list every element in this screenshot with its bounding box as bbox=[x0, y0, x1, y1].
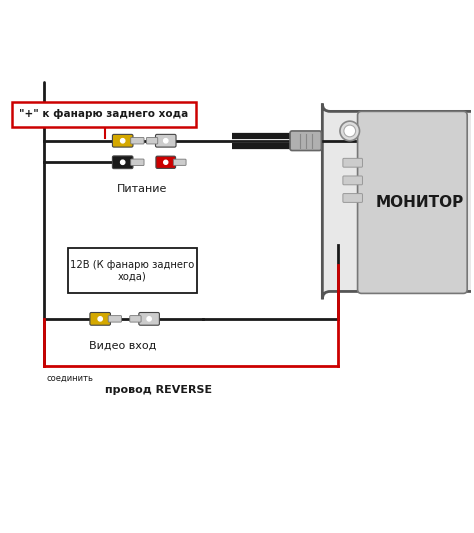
FancyBboxPatch shape bbox=[131, 138, 144, 144]
Circle shape bbox=[164, 139, 168, 143]
Circle shape bbox=[98, 317, 102, 321]
FancyBboxPatch shape bbox=[139, 312, 159, 325]
FancyBboxPatch shape bbox=[131, 159, 144, 166]
FancyBboxPatch shape bbox=[290, 131, 321, 150]
FancyBboxPatch shape bbox=[173, 159, 186, 165]
FancyBboxPatch shape bbox=[90, 312, 110, 325]
Circle shape bbox=[147, 317, 151, 321]
Circle shape bbox=[344, 125, 356, 137]
FancyBboxPatch shape bbox=[68, 248, 197, 293]
FancyBboxPatch shape bbox=[343, 158, 363, 167]
FancyBboxPatch shape bbox=[343, 193, 363, 203]
Text: соединить: соединить bbox=[46, 374, 93, 383]
Text: "+" к фанарю заднего хода: "+" к фанарю заднего хода bbox=[19, 109, 189, 119]
Circle shape bbox=[340, 121, 360, 141]
Text: 12В (К фанарю заднего
хода): 12В (К фанарю заднего хода) bbox=[70, 260, 195, 282]
Circle shape bbox=[120, 139, 125, 143]
Circle shape bbox=[120, 160, 125, 164]
FancyBboxPatch shape bbox=[146, 138, 158, 144]
FancyBboxPatch shape bbox=[322, 103, 474, 300]
Text: провод REVERSE: провод REVERSE bbox=[105, 385, 212, 395]
FancyBboxPatch shape bbox=[112, 134, 133, 147]
Text: МОНИТОР: МОНИТОР bbox=[376, 195, 465, 210]
FancyBboxPatch shape bbox=[156, 156, 175, 168]
FancyBboxPatch shape bbox=[112, 156, 133, 168]
Text: Видео вход: Видео вход bbox=[89, 341, 156, 350]
Circle shape bbox=[164, 160, 168, 164]
FancyBboxPatch shape bbox=[108, 316, 121, 322]
FancyBboxPatch shape bbox=[343, 176, 363, 185]
Text: Питание: Питание bbox=[117, 184, 167, 194]
FancyBboxPatch shape bbox=[155, 134, 176, 147]
FancyBboxPatch shape bbox=[130, 316, 141, 322]
FancyBboxPatch shape bbox=[12, 102, 196, 127]
FancyBboxPatch shape bbox=[357, 111, 467, 293]
